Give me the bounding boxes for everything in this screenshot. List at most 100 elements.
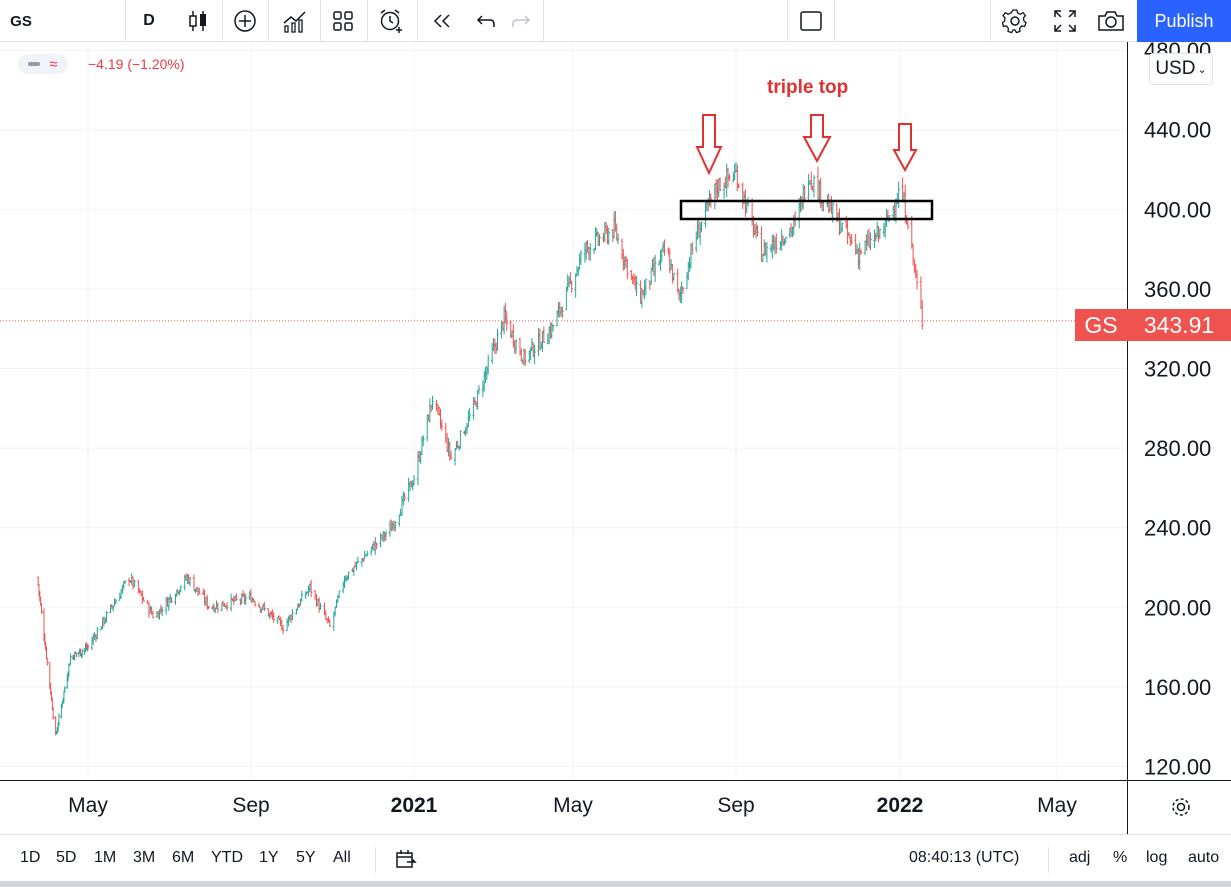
goto-date-icon[interactable] — [395, 849, 417, 869]
ohlc-bar — [809, 171, 813, 190]
ohlc-bar — [473, 397, 477, 406]
divider — [417, 0, 418, 42]
ohlc-bar — [783, 238, 786, 246]
ohlc-bar — [309, 579, 313, 598]
currency-select[interactable]: USD ⌄ — [1149, 53, 1213, 85]
interval-button[interactable]: D — [143, 12, 155, 29]
redo-button[interactable] — [505, 0, 537, 42]
clock[interactable]: 08:40:13 (UTC) — [909, 849, 1020, 866]
ohlc-bar — [847, 231, 851, 237]
layout-icon — [333, 11, 353, 31]
ohlc-bar — [225, 602, 229, 612]
ohlc-bar — [257, 602, 261, 608]
percent-toggle[interactable]: % — [1113, 849, 1128, 866]
replay-icon — [433, 14, 450, 28]
range-ytd[interactable]: YTD — [211, 849, 243, 866]
ohlc-bar — [403, 492, 406, 502]
replay-button[interactable] — [425, 0, 459, 42]
divider — [787, 0, 788, 42]
symbol-search-button[interactable]: GS — [10, 12, 32, 30]
chart-canvas[interactable]: 480.00440.00400.00360.00320.00280.00240.… — [0, 42, 1231, 780]
collapse-icon — [28, 62, 41, 66]
axis-settings-icon[interactable] — [1169, 795, 1193, 819]
ohlc-bar — [807, 173, 810, 202]
ohlc-bar — [514, 339, 518, 354]
resistance-box[interactable] — [679, 199, 934, 221]
adj-toggle[interactable]: adj — [1069, 849, 1091, 866]
range-5d[interactable]: 5D — [56, 849, 77, 866]
rectangle-icon — [800, 11, 822, 31]
divider — [367, 0, 368, 42]
range-3m[interactable]: 3M — [133, 849, 156, 866]
ohlc-bar — [784, 236, 788, 243]
ohlc-bar — [63, 686, 67, 693]
ohlc-bar — [319, 602, 322, 610]
range-5y[interactable]: 5Y — [296, 849, 316, 866]
ohlc-bar — [356, 556, 360, 564]
fullscreen-button[interactable] — [1048, 0, 1082, 42]
price-chart[interactable]: 480.00440.00400.00360.00320.00280.00240.… — [0, 42, 1231, 780]
compare-button[interactable] — [228, 0, 262, 42]
divider — [990, 0, 991, 42]
undo-button[interactable] — [470, 0, 502, 42]
log-toggle[interactable]: log — [1146, 849, 1168, 866]
range-1m[interactable]: 1M — [94, 849, 117, 866]
ohlc-bar — [347, 571, 350, 580]
ohlc-bar — [304, 591, 308, 600]
range-1y[interactable]: 1Y — [259, 849, 279, 866]
settings-button[interactable] — [998, 0, 1032, 42]
ohlc-bar — [505, 310, 509, 332]
ohlc-bar — [68, 663, 72, 667]
ohlc-bar — [393, 521, 397, 532]
ohlc-bar — [644, 278, 648, 296]
divider — [375, 847, 376, 873]
ohlc-bar — [718, 177, 722, 191]
ohlc-bar — [616, 233, 620, 245]
ohlc-bar — [449, 450, 453, 460]
ohlc-bar — [229, 593, 233, 612]
ohlc-bar — [838, 208, 841, 236]
publish-button[interactable]: Publish — [1137, 0, 1231, 42]
ohlc-bar — [468, 408, 471, 422]
ohlc-bar — [373, 536, 377, 556]
range-1d[interactable]: 1D — [20, 849, 41, 866]
ohlc-bar — [170, 597, 173, 603]
ohlc-bar — [869, 232, 872, 251]
ohlc-bar — [352, 566, 356, 576]
alert-button[interactable] — [373, 0, 409, 42]
ohlc-bar — [207, 606, 210, 610]
auto-toggle[interactable]: auto — [1188, 849, 1220, 866]
layout-button[interactable] — [326, 0, 360, 42]
last-price-symbol: GS — [1084, 311, 1118, 338]
arrow-right-top-icon — [892, 123, 918, 173]
axis-corner-divider — [1127, 781, 1128, 835]
ohlc-bar — [550, 322, 554, 339]
horizontal-scrollbar[interactable] — [0, 881, 1231, 887]
ohlc-bar — [69, 653, 72, 664]
ohlc-bar — [520, 348, 523, 362]
ohlc-bar — [46, 658, 49, 666]
triple-top-label: triple top — [767, 77, 849, 98]
indicators-button[interactable] — [278, 0, 312, 42]
time-axis[interactable]: May Sep 2021 May Sep 2022 May — [0, 780, 1231, 835]
ohlc-bar — [297, 603, 301, 608]
camera-icon — [1098, 11, 1124, 31]
ohlc-bar — [361, 558, 365, 563]
legend-toggle[interactable]: ≈ — [18, 54, 68, 74]
range-all[interactable]: All — [333, 849, 351, 866]
ohlc-bar — [384, 530, 388, 541]
ohlc-bar — [440, 419, 444, 431]
chart-type-button[interactable] — [180, 0, 216, 42]
ohlc-bar — [431, 395, 434, 410]
price-tick-label: 160.00 — [1144, 675, 1211, 700]
snapshot-button[interactable] — [1094, 0, 1128, 42]
ohlc-bar — [198, 587, 201, 595]
price-axis[interactable]: 480.00440.00400.00360.00320.00280.00240.… — [1144, 42, 1211, 780]
ohlc-bar — [736, 164, 739, 192]
drawing-button[interactable] — [796, 0, 826, 42]
ohlc-bar — [915, 269, 919, 290]
price-tick-label: 120.00 — [1144, 755, 1211, 780]
ohlc-bar — [574, 273, 577, 298]
ohlc-bar — [878, 228, 882, 240]
range-6m[interactable]: 6M — [172, 849, 195, 866]
